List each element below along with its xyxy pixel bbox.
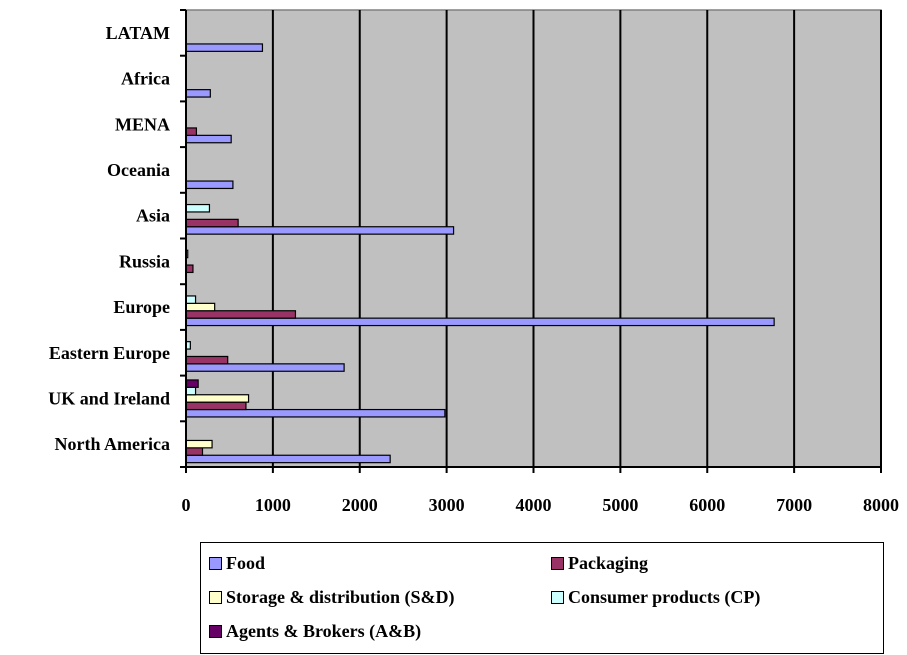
bar <box>185 43 264 52</box>
axes <box>180 9 882 473</box>
bar <box>185 317 775 327</box>
legend-label: Packaging <box>568 553 649 573</box>
bar <box>185 89 211 98</box>
category-label: Europe <box>113 297 170 317</box>
x-tick-label: 3000 <box>429 495 465 515</box>
x-tick-label: 0 <box>182 495 191 515</box>
category-label: Asia <box>136 206 170 226</box>
legend-swatch <box>209 625 222 638</box>
legend-label: Food <box>226 553 266 573</box>
x-tick-label: 2000 <box>342 495 378 515</box>
legend-swatch <box>551 591 564 604</box>
legend-item: Storage & distribution (S&D) <box>209 587 455 608</box>
bar <box>185 180 234 190</box>
category-label: Oceania <box>107 160 170 180</box>
x-tick-label: 1000 <box>255 495 291 515</box>
category-label: Eastern Europe <box>49 343 170 363</box>
x-tick-labels: 0 1000 2000 3000 4000 5000 6000 7000 8000 <box>182 495 900 515</box>
x-tick-label: 5000 <box>602 495 638 515</box>
bar <box>185 302 216 312</box>
bar <box>185 134 232 144</box>
category-label: Russia <box>119 251 170 271</box>
bar <box>185 355 229 365</box>
bar <box>185 408 446 418</box>
bar <box>185 447 204 456</box>
legend-swatch <box>209 557 222 570</box>
gridlines <box>271 10 882 467</box>
bar <box>185 394 250 403</box>
bar <box>185 454 391 464</box>
x-tick-label: 6000 <box>689 495 725 515</box>
legend-swatch <box>209 591 222 604</box>
legend-item: Packaging <box>551 553 648 574</box>
category-label: MENA <box>115 114 170 134</box>
bar <box>185 264 194 274</box>
legend-swatch <box>551 557 564 570</box>
bar-chart: 0 1000 2000 3000 4000 5000 6000 7000 8000 North … <box>48 9 900 515</box>
category-label: UK and Ireland <box>48 388 170 408</box>
category-label: LATAM <box>106 23 170 43</box>
bar <box>185 218 239 228</box>
bar <box>185 379 199 388</box>
bar <box>185 226 455 235</box>
bar <box>185 127 198 136</box>
bar <box>185 295 197 304</box>
legend-item: Consumer products (CP) <box>551 587 760 608</box>
bar <box>185 439 213 449</box>
legend: Food Packaging Storage & distribution (S&D… <box>200 542 884 654</box>
category-label: Africa <box>121 69 170 89</box>
x-tick-label: 7000 <box>776 495 812 515</box>
legend-item: Agents & Brokers (A&B) <box>209 621 421 642</box>
legend-label: Agents & Brokers (A&B) <box>226 621 422 641</box>
legend-label: Consumer products (CP) <box>568 587 761 607</box>
bar <box>185 203 211 213</box>
bar <box>185 401 247 411</box>
category-label: North America <box>55 434 170 454</box>
bar <box>185 363 345 372</box>
bar <box>185 386 197 396</box>
legend-label: Storage & distribution (S&D) <box>226 587 455 607</box>
bar <box>185 310 297 319</box>
x-tick-label: 8000 <box>863 495 899 515</box>
category-labels: North America UK and Ireland Eastern Europ… <box>48 23 170 454</box>
legend-item: Food <box>209 553 265 574</box>
x-tick-label: 4000 <box>516 495 552 515</box>
